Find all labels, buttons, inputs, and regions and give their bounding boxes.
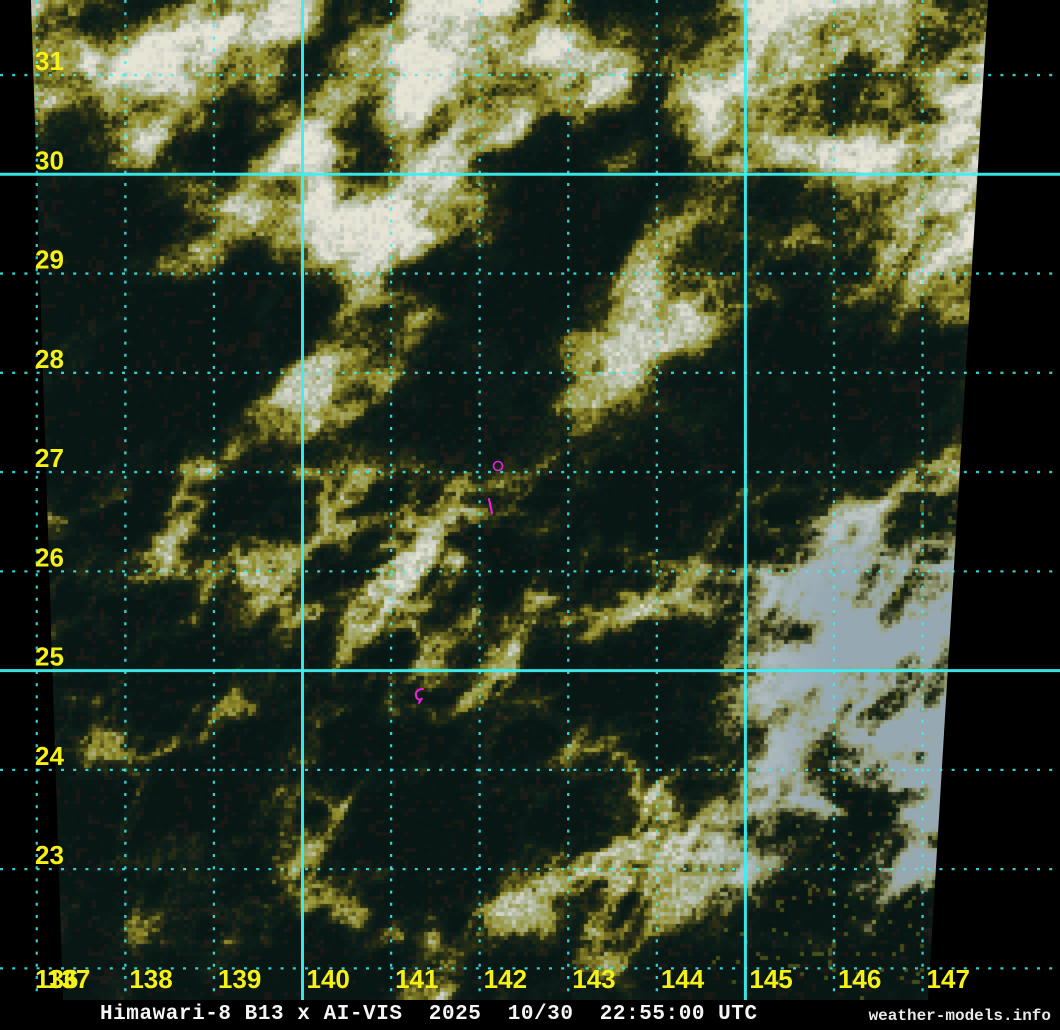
svg-text:147: 147 <box>927 964 970 994</box>
